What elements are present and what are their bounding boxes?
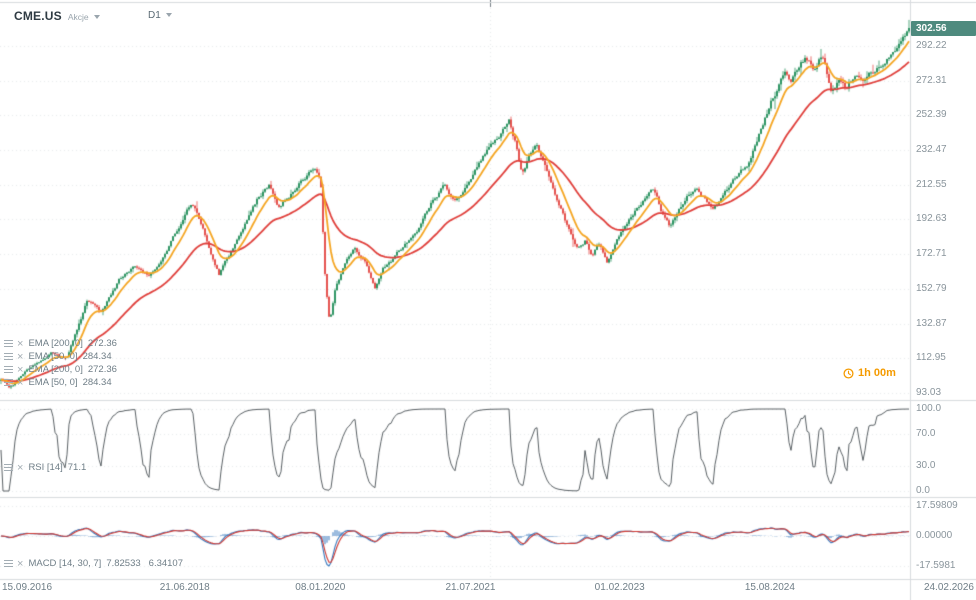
indicator-legend: × MACD [14, 30, 7] 7.82533 6.34107: [4, 557, 191, 570]
date-tick-label: 21.07.2021: [445, 582, 496, 593]
symbol-label: CME.US: [14, 9, 62, 23]
indicator-close-icon[interactable]: ×: [17, 376, 24, 389]
chart-header: CME.US Akcje D1: [0, 0, 910, 30]
indicator-label: EMA [200, 0]: [28, 364, 83, 375]
timeframe-label: D1: [148, 10, 161, 21]
rsi-indicator-legend: × RSI [14] 71.1: [4, 461, 94, 474]
macd-indicator-legend: × MACD [14, 30, 7] 7.82533 6.34107: [4, 557, 191, 570]
price-tick-label: 212.55: [916, 178, 947, 190]
indicator-close-icon[interactable]: ×: [17, 350, 24, 363]
indicator-close-icon[interactable]: ×: [17, 337, 24, 350]
indicator-value: 284.34: [82, 351, 112, 362]
symbol-selector[interactable]: CME.US Akcje: [14, 9, 100, 23]
indicator-label: EMA [200, 0]: [28, 338, 83, 349]
indicator-label: EMA [50, 0]: [28, 351, 78, 362]
indicator-close-icon[interactable]: ×: [17, 363, 24, 376]
indicator-settings-icon[interactable]: [4, 366, 13, 373]
indicator-settings-icon[interactable]: [4, 340, 13, 347]
indicator-legend: × EMA [200, 0] 272.36: [4, 337, 125, 350]
indicator-value: 272.36: [87, 338, 117, 349]
indicator-value: 6.34107: [148, 558, 183, 569]
indicator-close-icon[interactable]: ×: [17, 461, 24, 474]
chevron-down-icon: [165, 12, 172, 17]
indicator-label: EMA [50, 0]: [28, 377, 78, 388]
time-axis[interactable]: 15.09.2016 21.06.2018 08.01.2020 21.07.2021…: [0, 581, 976, 598]
indicator-label: MACD [14, 30, 7]: [28, 558, 102, 569]
price-tick-label: 292.22: [916, 40, 947, 51]
value-axis[interactable]: 292.22 272.31 252.39 232.47 212.55 192.63 172.…: [911, 0, 976, 600]
indicator-settings-icon[interactable]: [4, 464, 13, 471]
overlay-indicator-legends: × EMA [200, 0] 272.36 × EMA [50, 0] 284.34 × EM…: [4, 337, 125, 389]
rsi-tick-label: 70.0: [916, 427, 936, 439]
candle-countdown-label: 1h 00m: [858, 367, 896, 379]
timeframe-selector[interactable]: D1: [148, 10, 172, 21]
indicator-legend: × EMA [200, 0] 272.36: [4, 363, 125, 376]
price-tick-label: 112.95: [916, 352, 946, 364]
clock-icon: [843, 367, 854, 379]
rsi-tick-label: 30.0: [916, 460, 936, 472]
date-tick-label: 24.02.2026: [923, 582, 974, 593]
price-tick-label: 232.47: [916, 144, 947, 156]
candle-countdown: 1h 00m: [843, 367, 896, 379]
indicator-value: 272.36: [87, 364, 117, 375]
indicator-value: 7.82533: [106, 558, 141, 569]
chevron-down-icon: [93, 15, 100, 19]
indicator-legend: × EMA [50, 0] 284.34: [4, 376, 125, 389]
indicator-value: 284.34: [82, 377, 112, 388]
macd-tick-label: 17.59809: [916, 500, 958, 511]
price-tick-label: 132.87: [916, 317, 947, 329]
price-tick-label: 192.63: [916, 213, 947, 225]
price-tick-label: 252.39: [916, 109, 947, 121]
indicator-value: 71.1: [67, 462, 87, 473]
indicator-close-icon[interactable]: ×: [17, 557, 24, 570]
market-type-label: Akcje: [67, 12, 89, 22]
date-tick-label: 15.08.2024: [744, 582, 795, 593]
date-tick-label: 01.02.2023: [594, 582, 645, 593]
price-tick-label: 172.71: [916, 248, 947, 260]
indicator-legend: × RSI [14] 71.1: [4, 461, 94, 474]
price-tick-label: 272.31: [916, 74, 947, 86]
macd-tick-label: -17.5981: [916, 559, 956, 571]
price-tick-label: 93.03: [916, 387, 942, 398]
date-tick-label: 21.06.2018: [159, 582, 210, 593]
date-tick-label: 08.01.2020: [295, 582, 346, 593]
rsi-tick-label: 100.0: [916, 403, 942, 414]
indicator-settings-icon[interactable]: [4, 560, 13, 567]
macd-tick-label: 0.00000: [916, 530, 953, 541]
indicator-label: RSI [14]: [28, 462, 63, 473]
rsi-tick-label: 0.0: [916, 485, 930, 496]
indicator-settings-icon[interactable]: [4, 353, 13, 360]
price-tick-label: 152.79: [916, 282, 947, 294]
indicator-legend: × EMA [50, 0] 284.34: [4, 350, 125, 363]
date-tick-label: 15.09.2016: [2, 582, 53, 593]
last-price-badge: 302.56: [911, 21, 976, 36]
indicator-settings-icon[interactable]: [4, 379, 13, 386]
